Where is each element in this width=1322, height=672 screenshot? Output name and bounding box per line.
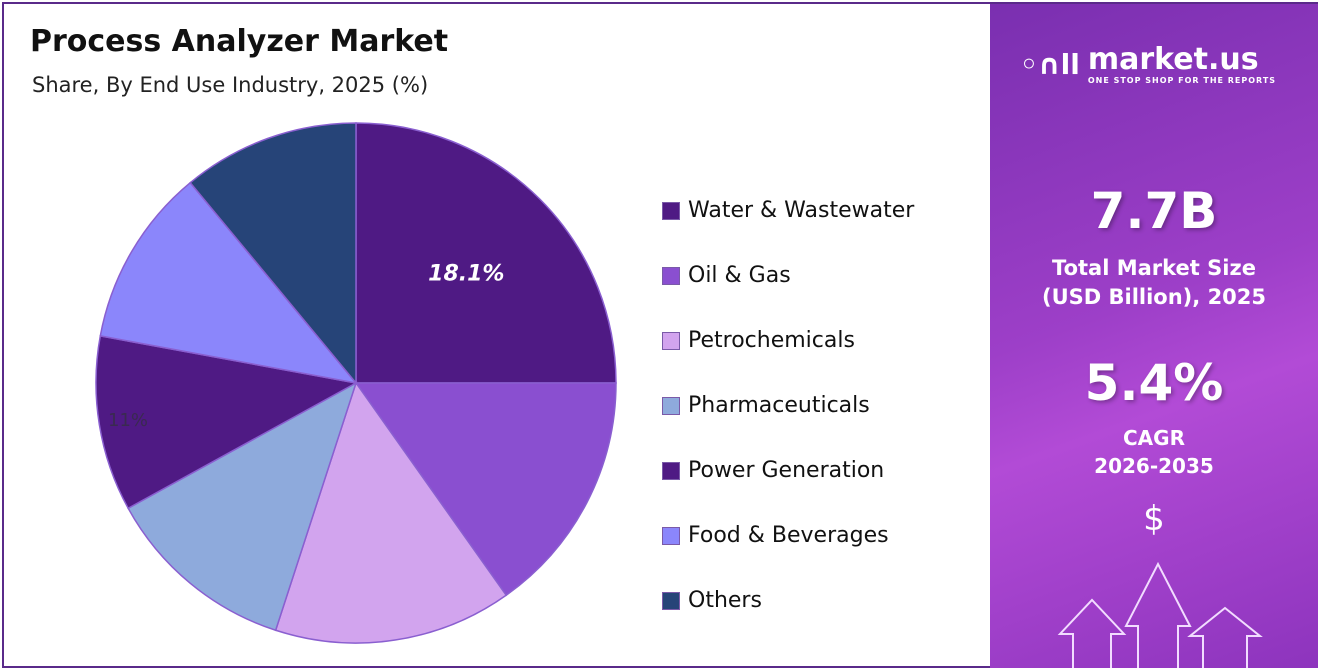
legend-label: Petrochemicals: [688, 327, 855, 353]
pie-slice-others: [189, 122, 357, 386]
logo-tagline: ONE STOP SHOP FOR THE REPORTS: [1087, 76, 1277, 85]
summary-panel: ◦∩ll market.us ONE STOP SHOP FOR THE REP…: [990, 4, 1318, 668]
legend-swatch: [662, 266, 680, 285]
legend-item: Pharmaceuticals: [662, 373, 914, 438]
data-label: 11%: [108, 410, 148, 431]
legend-item: Others: [662, 568, 914, 633]
dollar-icon: $: [1143, 499, 1165, 539]
data-label: 18.1%: [428, 262, 504, 287]
pie-slice-pharmaceuticals: [127, 381, 358, 632]
legend: Water & Wastewater Oil & Gas Petrochemical…: [662, 178, 914, 633]
legend-swatch: [662, 591, 680, 610]
legend-label: Power Generation: [688, 457, 885, 483]
legend-item: Power Generation: [662, 438, 914, 503]
chart-subtitle: Share, By End Use Industry, 2025 (%): [32, 73, 429, 97]
market-size-value: 7.7B: [1090, 182, 1218, 240]
legend-item: Oil & Gas: [662, 243, 914, 308]
logo-mark-icon: ◦∩ll: [1020, 48, 1080, 81]
cagr-value: 5.4%: [1084, 354, 1224, 412]
legend-swatch: [662, 201, 680, 220]
legend-swatch: [662, 396, 680, 415]
legend-label: Others: [688, 587, 762, 613]
cagr-label: CAGR: [1123, 426, 1185, 450]
legend-swatch: [662, 331, 680, 350]
market-size-label-1: Total Market Size: [1052, 256, 1256, 280]
legend-item: Petrochemicals: [662, 308, 914, 373]
logo-name: market.us: [1087, 42, 1259, 77]
legend-item: Water & Wastewater: [662, 178, 914, 243]
legend-label: Food & Beverages: [688, 522, 889, 548]
legend-label: Oil & Gas: [688, 262, 791, 288]
legend-swatch: [662, 526, 680, 545]
legend-item: Food & Beverages: [662, 503, 914, 568]
chart-title: Process Analyzer Market: [30, 24, 449, 59]
growth-arrows-icon: [1057, 561, 1263, 668]
pie-slice-food-beverages: [99, 181, 358, 385]
cagr-period: 2026-2035: [1094, 454, 1214, 478]
pie-slice-petrochemicals: [274, 381, 508, 644]
legend-label: Water & Wastewater: [688, 197, 915, 223]
market-us-logo: ◦∩ll market.us ONE STOP SHOP FOR THE REP…: [1020, 44, 1276, 86]
legend-label: Pharmaceuticals: [688, 392, 870, 418]
pie-chart: 18.1% 11%: [95, 122, 617, 644]
pie-slice-oil-gas: [354, 382, 617, 597]
market-size-label-2: (USD Billion), 2025: [1041, 285, 1267, 309]
pie-slice-water-wastewater: [355, 122, 617, 384]
legend-swatch: [662, 461, 680, 480]
pie-slice-power-generation: [95, 335, 359, 510]
